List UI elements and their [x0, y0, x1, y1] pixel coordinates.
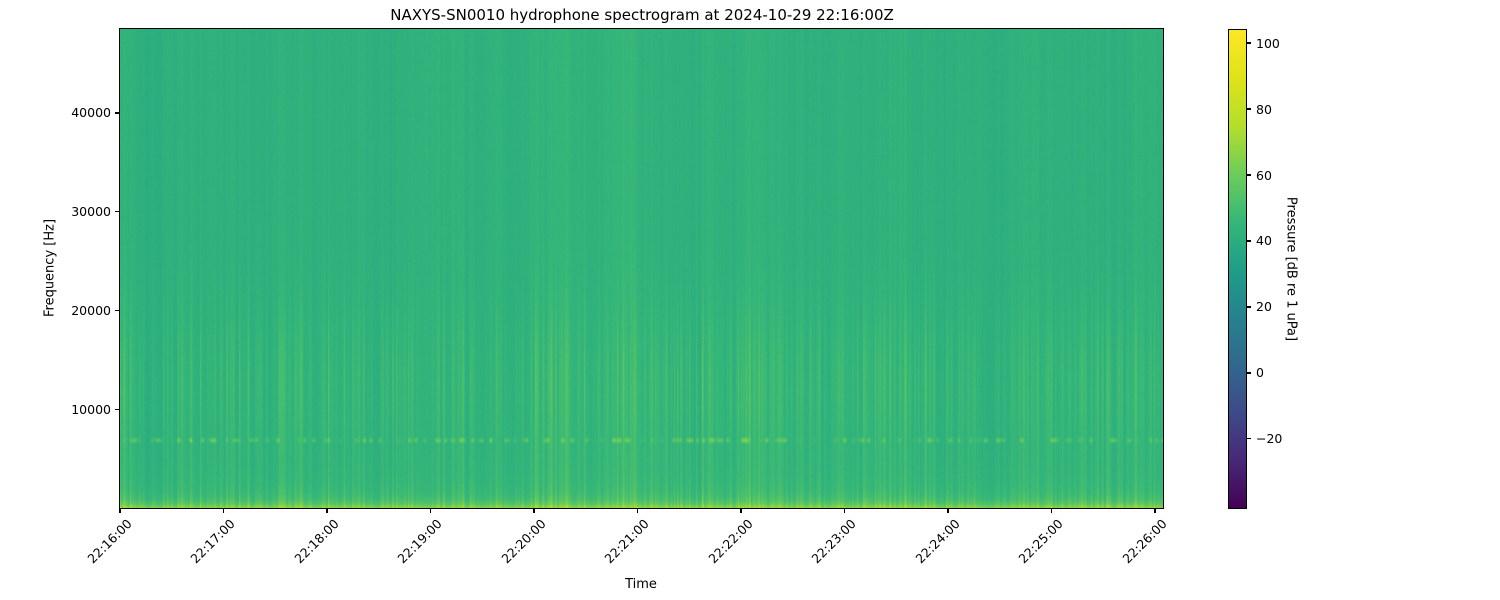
colorbar-tick-mark [1247, 174, 1251, 176]
x-tick-mark [429, 509, 432, 513]
x-tick-mark [1154, 509, 1156, 513]
colorbar-tick-mark [1247, 42, 1251, 44]
x-tick-label: 22:26:00 [1119, 516, 1170, 567]
colorbar-tick-label: 20 [1256, 299, 1272, 315]
x-tick-mark [119, 509, 121, 513]
x-tick-label: 22:23:00 [808, 516, 860, 567]
spectrogram-image [120, 29, 1163, 508]
x-tick-mark [326, 509, 328, 513]
x-tick-label: 22:17:00 [187, 516, 239, 567]
x-axis-label: Time [625, 577, 657, 592]
y-tick-label: 20000 [71, 302, 111, 318]
colorbar-label: Pressure [dB re 1 uPa] [1283, 196, 1299, 342]
y-tick-label: 30000 [71, 204, 111, 220]
colorbar-tick-label: 40 [1256, 233, 1272, 249]
colorbar-tick-label: 100 [1256, 35, 1280, 51]
x-tick-mark [843, 509, 846, 513]
x-tick-label: 22:19:00 [394, 516, 446, 567]
colorbar-tick-label: 0 [1256, 365, 1264, 381]
spectrogram-plot-area [119, 28, 1164, 509]
x-tick-label: 22:22:00 [705, 516, 756, 567]
x-tick-mark [222, 509, 225, 513]
x-tick-mark [947, 509, 949, 513]
colorbar-tick-mark [1247, 306, 1251, 308]
x-tick-label: 22:16:00 [84, 516, 135, 567]
x-tick-label: 22:20:00 [498, 516, 549, 567]
x-tick-mark [533, 509, 535, 513]
colorbar-tick-label: 80 [1256, 101, 1272, 117]
y-tick-label: 40000 [71, 105, 111, 121]
x-tick-label: 22:18:00 [291, 516, 342, 567]
y-tick-mark [115, 211, 119, 213]
y-tick-mark [115, 408, 119, 410]
colorbar-tick-mark [1247, 108, 1251, 110]
x-tick-label: 22:25:00 [1015, 516, 1067, 567]
y-tick-mark [115, 309, 119, 312]
x-tick-mark [1050, 509, 1053, 513]
colorbar-tick-label: −20 [1256, 431, 1283, 447]
x-tick-label: 22:21:00 [601, 516, 653, 567]
colorbar-tick-label: 60 [1256, 167, 1272, 183]
chart-title: NAXYS-SN0010 hydrophone spectrogram at 2… [390, 6, 894, 24]
x-tick-mark [636, 509, 639, 513]
colorbar-gradient [1228, 29, 1247, 509]
colorbar-tick-mark [1247, 438, 1251, 440]
colorbar-tick-mark [1247, 240, 1251, 242]
x-tick-mark [740, 509, 742, 513]
x-tick-label: 22:24:00 [912, 516, 963, 567]
y-tick-label: 10000 [71, 401, 111, 417]
y-tick-mark [115, 112, 119, 114]
colorbar-tick-mark [1247, 372, 1251, 374]
